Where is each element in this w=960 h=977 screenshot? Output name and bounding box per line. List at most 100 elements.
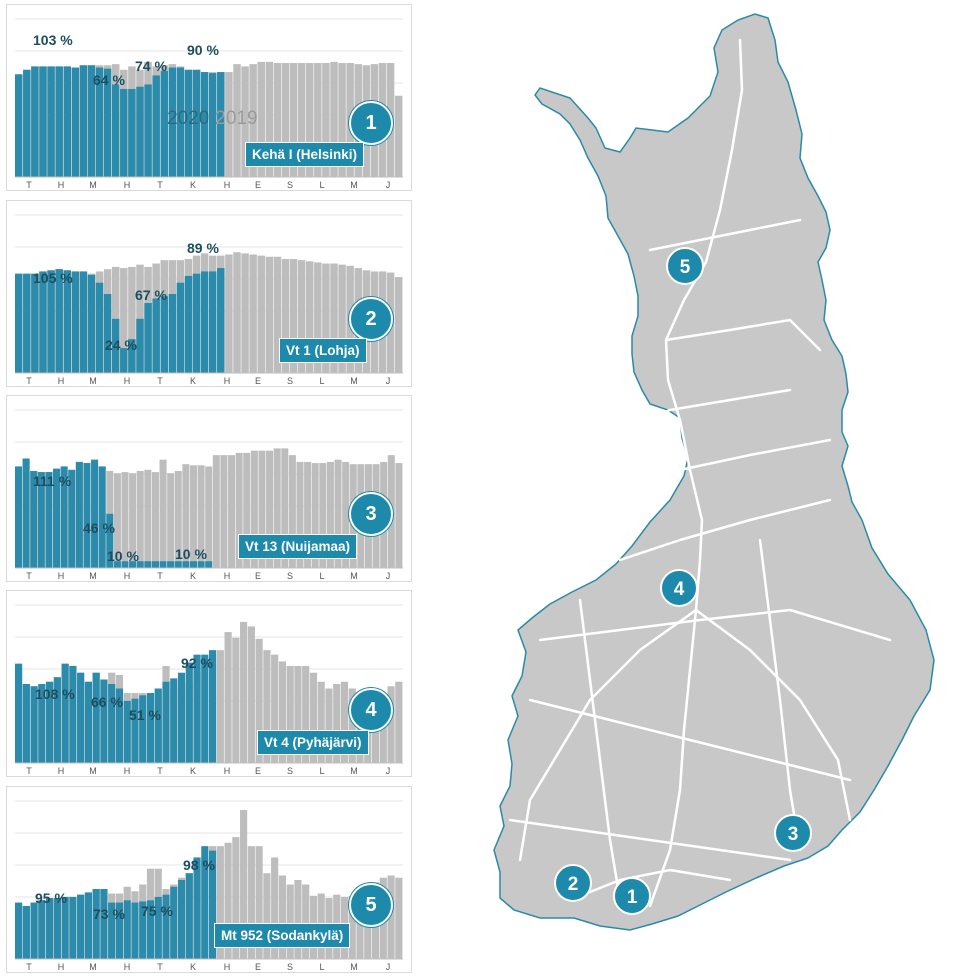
location-badge: 5: [349, 883, 393, 927]
map-marker-2: 2: [554, 864, 592, 902]
map-marker-1: 1: [613, 877, 651, 915]
month-tick-label: T: [157, 571, 163, 581]
bar-2020: [167, 561, 175, 568]
month-tick-label: H: [58, 376, 65, 386]
bar-2020: [217, 268, 225, 373]
bar-2020: [168, 67, 177, 177]
bar-2019: [394, 277, 403, 373]
map-marker-4: 4: [660, 569, 698, 607]
bar-2020: [128, 339, 136, 373]
bar-2020: [115, 902, 124, 959]
bar-2020: [22, 684, 30, 763]
bar-2019: [319, 463, 327, 568]
bar-2020: [170, 886, 178, 959]
bar-2019: [326, 461, 334, 568]
bar-2020: [121, 561, 129, 568]
bar-2019: [387, 686, 395, 763]
bar-2020: [123, 900, 131, 959]
bar-2019: [322, 263, 330, 373]
bar-2020: [177, 880, 186, 959]
bar-2019: [289, 63, 298, 178]
station-label: Vt 4 (Pyhäjärvi): [257, 730, 369, 755]
bar-2019: [311, 463, 319, 568]
month-tick-label: H: [124, 571, 131, 581]
bar-2020: [162, 894, 170, 959]
bar-2019: [167, 473, 175, 568]
data-label: 108 %: [35, 686, 75, 702]
bar-chart-4: T H M H T K H E S L M J 108 % 66 % 51 % 92 %: [15, 604, 403, 776]
bar-2019: [273, 256, 282, 373]
bar-2019: [294, 665, 302, 763]
bar-2020: [136, 86, 144, 177]
month-tick-label: J: [386, 180, 391, 190]
bar-2020: [123, 700, 131, 763]
location-badge: 3: [349, 492, 393, 536]
bar-2020: [115, 688, 124, 763]
bar-2020: [15, 902, 23, 959]
bar-2019: [257, 61, 265, 178]
bar-2020: [139, 695, 147, 763]
month-tick-label: J: [386, 571, 391, 581]
month-tick-label: M: [89, 766, 97, 776]
legend-2019: 2019: [215, 108, 258, 129]
bar-2019: [128, 266, 136, 373]
bar-2020: [61, 896, 69, 959]
month-tick-label: H: [58, 962, 65, 972]
data-label: 98 %: [183, 857, 215, 873]
bar-2019: [348, 688, 356, 763]
data-label: 66 %: [91, 694, 123, 710]
bar-2019: [241, 66, 249, 177]
bar-2020: [162, 681, 170, 763]
month-tick-label: M: [89, 376, 97, 386]
bar-2020: [103, 68, 112, 177]
bar-2019: [174, 470, 182, 568]
bar-2019: [286, 665, 294, 763]
bar-2020: [45, 472, 53, 568]
bar-2019: [255, 638, 263, 763]
bar-2019: [322, 63, 330, 178]
month-tick-label: T: [157, 766, 163, 776]
month-tick-label: H: [124, 180, 131, 190]
map-markers: 1 2 3 4 5: [554, 247, 812, 915]
data-label: 111 %: [33, 473, 72, 489]
bar-2019: [342, 461, 350, 568]
bar-2020: [151, 561, 159, 568]
data-label: 10 %: [107, 548, 139, 564]
bar-2020: [30, 470, 38, 568]
month-tick-label: H: [58, 766, 65, 776]
bar-2019: [263, 650, 271, 763]
bar-2019: [297, 63, 306, 178]
bar-2020: [69, 665, 77, 763]
data-label: 89 %: [187, 240, 219, 256]
bar-2020: [146, 900, 155, 959]
marker-circle: [774, 814, 812, 852]
bar-2019: [129, 473, 137, 568]
bar-2019: [325, 688, 333, 763]
month-tick-label: H: [124, 962, 131, 972]
bar-2020: [152, 298, 160, 373]
bar-2020: [112, 84, 120, 177]
bar-2020: [176, 67, 185, 177]
bar-2020: [209, 650, 217, 763]
bar-2020: [15, 273, 23, 373]
month-tick-label: E: [255, 180, 261, 190]
road-network: [508, 38, 892, 908]
bar-2019: [263, 873, 271, 959]
bar-2020: [75, 461, 83, 568]
bar-2020: [47, 66, 55, 177]
marker-circle: [666, 247, 704, 285]
month-tick-label: H: [58, 571, 65, 581]
data-label: 10 %: [175, 546, 207, 562]
bar-2020: [71, 271, 80, 373]
bar-2019: [304, 461, 312, 568]
data-label: 95 %: [35, 890, 67, 906]
marker-label: 2: [568, 874, 579, 895]
station-label: Kehä I (Helsinki): [245, 142, 365, 167]
marker-circle: [554, 864, 592, 902]
bar-2020: [37, 472, 45, 568]
bar-2019: [255, 846, 263, 959]
bar-2020: [71, 67, 80, 177]
month-tick-label: E: [255, 962, 261, 972]
month-tick-label: T: [26, 766, 32, 776]
bar-2020: [55, 66, 63, 177]
